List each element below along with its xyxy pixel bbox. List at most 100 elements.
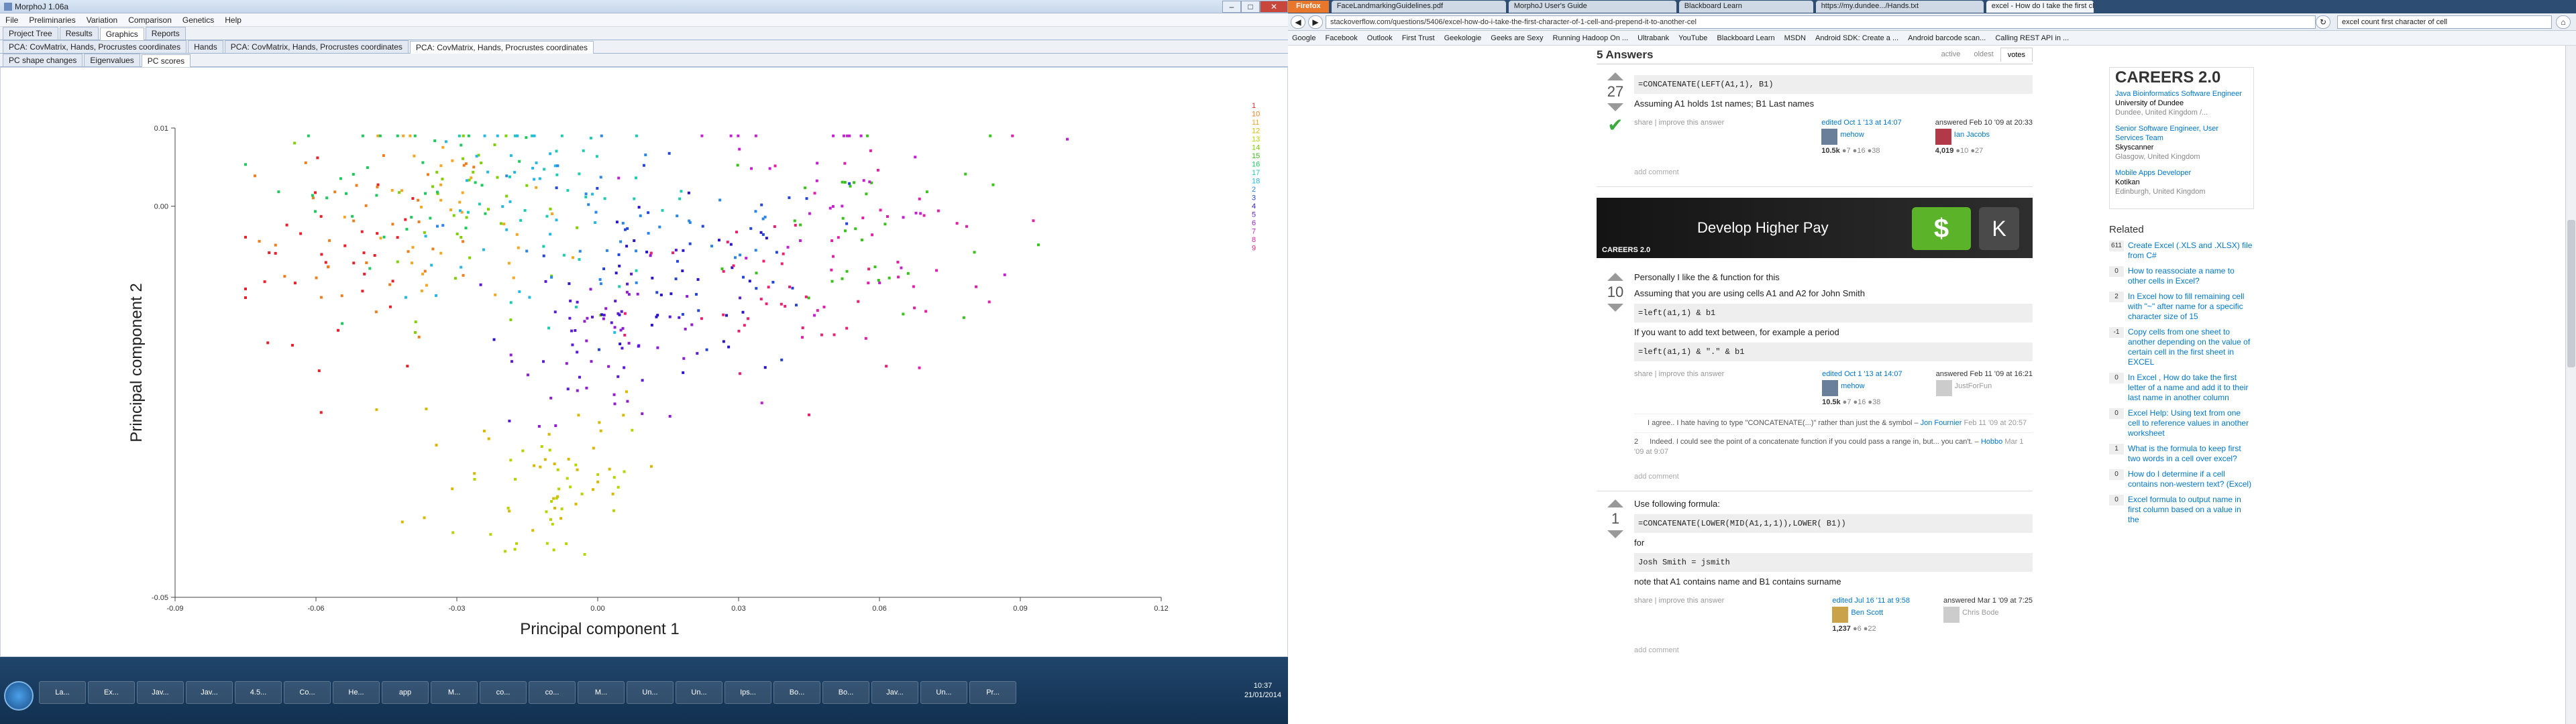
reload-icon[interactable]: ↻: [2316, 15, 2330, 29]
comment-author[interactable]: Jon Fournier: [1920, 419, 1962, 427]
upvote-icon[interactable]: [1607, 499, 1623, 507]
taskbar-clock[interactable]: 10:37 21/01/2014: [1238, 681, 1288, 700]
tab-graphics[interactable]: Graphics: [99, 27, 144, 40]
bookmark-item[interactable]: Android SDK: Create a ...: [1815, 34, 1899, 42]
edited-link[interactable]: edited Jul 16 '11 at 9:58: [1832, 597, 1911, 605]
taskbar-item[interactable]: Jav...: [871, 681, 918, 704]
home-icon[interactable]: ⌂: [2556, 15, 2571, 29]
related-question-link[interactable]: In Excel , How do take the first letter …: [2128, 373, 2249, 402]
tab-reports[interactable]: Reports: [145, 27, 186, 40]
tab-pca-3[interactable]: PCA: CovMatrix, Hands, Procrustes coordi…: [409, 41, 594, 54]
edited-link[interactable]: edited Oct 1 '13 at 14:07: [1822, 370, 1902, 378]
job-title-link[interactable]: Java Bioinformatics Software Engineer: [2115, 90, 2242, 98]
related-question-link[interactable]: How do I determine if a cell contains no…: [2128, 469, 2252, 489]
tab-results[interactable]: Results: [59, 27, 99, 40]
editor-name[interactable]: Ben Scott: [1851, 609, 1884, 617]
bookmark-item[interactable]: Ultrabank: [1638, 34, 1670, 42]
taskbar-item[interactable]: Co...: [284, 681, 331, 704]
taskbar-item[interactable]: Ex...: [88, 681, 135, 704]
downvote-icon[interactable]: [1607, 304, 1623, 312]
browser-tab-4[interactable]: https://my.dundee.../Hands.txt: [1815, 1, 1984, 13]
page-scrollbar[interactable]: [2565, 46, 2576, 724]
bookmark-item[interactable]: Outlook: [1366, 34, 1393, 42]
bookmark-item[interactable]: Android barcode scan...: [1908, 34, 1986, 42]
close-button[interactable]: ✕: [1260, 0, 1288, 13]
taskbar-item[interactable]: co...: [529, 681, 576, 704]
search-input[interactable]: excel count first character of cell: [2337, 15, 2552, 29]
tab-pca-2[interactable]: PCA: CovMatrix, Hands, Procrustes coordi…: [224, 40, 409, 53]
menu-preliminaries[interactable]: Preliminaries: [29, 15, 76, 25]
menu-file[interactable]: File: [5, 15, 19, 25]
taskbar-item[interactable]: Un...: [627, 681, 674, 704]
editor-name[interactable]: mehow: [1841, 382, 1865, 390]
tab-eigenvalues[interactable]: Eigenvalues: [84, 54, 140, 66]
upvote-icon[interactable]: [1607, 273, 1623, 281]
taskbar-item[interactable]: Pr...: [969, 681, 1016, 704]
share-improve-links[interactable]: share | improve this answer: [1634, 370, 1725, 378]
taskbar-item[interactable]: Jav...: [137, 681, 184, 704]
taskbar-item[interactable]: Ips...: [724, 681, 771, 704]
comment-author[interactable]: Hobbo: [1980, 438, 2003, 446]
taskbar-item[interactable]: co...: [480, 681, 527, 704]
browser-tab-5[interactable]: excel - How do I take the first characte…: [1986, 1, 2094, 13]
menu-help[interactable]: Help: [225, 15, 241, 25]
bookmark-item[interactable]: YouTube: [1678, 34, 1708, 42]
add-comment-link[interactable]: add comment: [1634, 646, 1679, 654]
taskbar-item[interactable]: M...: [578, 681, 625, 704]
scrollbar-thumb[interactable]: [2567, 220, 2575, 367]
menu-comparison[interactable]: Comparison: [128, 15, 172, 25]
downvote-icon[interactable]: [1607, 103, 1623, 111]
sort-active[interactable]: active: [1941, 50, 1961, 58]
related-question-link[interactable]: In Excel how to fill remaining cell with…: [2128, 292, 2245, 321]
minimize-button[interactable]: –: [1222, 0, 1241, 13]
related-question-link[interactable]: How to reassociate a name to other cells…: [2128, 266, 2235, 286]
avatar[interactable]: [1943, 607, 1960, 623]
tab-hands[interactable]: Hands: [188, 40, 223, 53]
job-title-link[interactable]: Senior Software Engineer, User Services …: [2115, 125, 2219, 142]
related-question-link[interactable]: Excel Help: Using text from one cell to …: [2128, 408, 2249, 438]
tab-pc-shape-changes[interactable]: PC shape changes: [3, 54, 83, 66]
forward-button[interactable]: ▶: [1308, 15, 1323, 29]
bookmark-item[interactable]: First Trust: [1401, 34, 1435, 42]
menu-variation[interactable]: Variation: [86, 15, 118, 25]
taskbar-item[interactable]: Jav...: [186, 681, 233, 704]
bookmark-item[interactable]: MSDN: [1784, 34, 1806, 42]
sort-votes[interactable]: votes: [2000, 48, 2033, 62]
taskbar-item[interactable]: La...: [39, 681, 86, 704]
edited-link[interactable]: edited Oct 1 '13 at 14:07: [1821, 119, 1902, 127]
share-improve-links[interactable]: share | improve this answer: [1634, 119, 1725, 127]
upvote-icon[interactable]: [1607, 72, 1623, 80]
related-question-link[interactable]: Excel formula to output name in first co…: [2128, 495, 2241, 524]
related-question-link[interactable]: Copy cells from one sheet to another dep…: [2128, 327, 2251, 367]
bookmark-item[interactable]: Blackboard Learn: [1717, 34, 1775, 42]
downvote-icon[interactable]: [1607, 530, 1623, 538]
author-name[interactable]: Chris Bode: [1962, 609, 1999, 617]
url-bar[interactable]: stackoverflow.com/questions/5406/excel-h…: [1326, 15, 2316, 29]
editor-name[interactable]: mehow: [1840, 131, 1864, 139]
add-comment-link[interactable]: add comment: [1634, 473, 1679, 481]
avatar[interactable]: [1935, 380, 1952, 396]
back-button[interactable]: ◀: [1291, 15, 1305, 29]
menu-genetics[interactable]: Genetics: [182, 15, 215, 25]
avatar[interactable]: [1821, 129, 1838, 145]
tab-project-tree[interactable]: Project Tree: [3, 27, 58, 40]
taskbar-item[interactable]: M...: [431, 681, 478, 704]
related-question-link[interactable]: What is the formula to keep first two wo…: [2128, 444, 2241, 463]
share-improve-links[interactable]: share | improve this answer: [1634, 597, 1725, 605]
tab-pc-scores[interactable]: PC scores: [141, 54, 191, 67]
careers-advertisement[interactable]: Develop Higher Pay $ K CAREERS 2.0: [1597, 198, 2033, 258]
avatar[interactable]: [1935, 129, 1951, 145]
bookmark-item[interactable]: Geekologie: [1444, 34, 1482, 42]
careers-logo[interactable]: CAREERS 2.0: [2115, 68, 2221, 86]
taskbar-item[interactable]: app: [382, 681, 429, 704]
taskbar-item[interactable]: Un...: [676, 681, 722, 704]
taskbar-item[interactable]: Bo...: [773, 681, 820, 704]
firefox-menu-button[interactable]: Firefox: [1288, 1, 1329, 13]
sort-oldest[interactable]: oldest: [1974, 50, 1994, 58]
bookmark-item[interactable]: Calling REST API in ...: [1995, 34, 2070, 42]
add-comment-link[interactable]: add comment: [1634, 168, 1679, 176]
taskbar-item[interactable]: 4.5...: [235, 681, 282, 704]
taskbar-item[interactable]: Un...: [920, 681, 967, 704]
author-name[interactable]: Ian Jacobs: [1953, 131, 1990, 139]
browser-tab-3[interactable]: Blackboard Learn: [1678, 1, 1813, 13]
